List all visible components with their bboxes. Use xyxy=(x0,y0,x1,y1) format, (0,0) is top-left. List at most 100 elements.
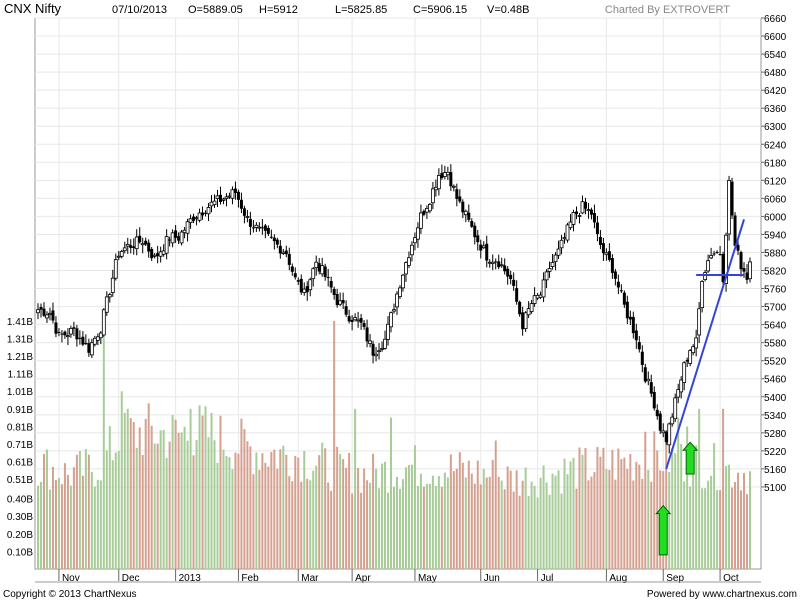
candle-body-down xyxy=(607,251,611,260)
volume-bar xyxy=(632,480,635,569)
candle xyxy=(125,237,130,254)
month-label: Aug xyxy=(609,573,627,584)
volume-bar xyxy=(494,440,497,569)
volume-bar xyxy=(608,470,611,569)
volume-bar xyxy=(524,467,527,569)
candle-body-up xyxy=(697,308,702,336)
candle xyxy=(440,164,444,180)
volume-bar xyxy=(105,450,108,569)
candle xyxy=(568,214,573,230)
candle-body-down xyxy=(293,273,297,278)
volume-bar xyxy=(599,456,602,569)
candle xyxy=(45,311,49,323)
volume-bar xyxy=(464,477,467,569)
volume-bar xyxy=(569,461,572,569)
candle-body-down xyxy=(248,218,252,227)
candle-body-down xyxy=(589,209,593,215)
candle-body-up xyxy=(407,257,411,266)
month-label: Dec xyxy=(122,573,140,584)
candle-body-down xyxy=(332,289,336,295)
candle-body-up xyxy=(224,196,229,200)
volume-tick-label: 0.91B xyxy=(7,405,33,416)
candle-body-down xyxy=(685,359,689,362)
candle-body-up xyxy=(383,338,387,349)
candle xyxy=(248,211,252,235)
candle xyxy=(658,410,662,434)
candle-body-up xyxy=(386,323,390,340)
candle-body-up xyxy=(89,342,94,356)
powered-by-label: Powered by www.chartnexus.com xyxy=(647,589,797,600)
month-label: Sep xyxy=(666,573,684,584)
candle-body-up xyxy=(45,314,49,319)
volume-bar xyxy=(183,426,186,569)
candle xyxy=(389,311,393,333)
volume-bar xyxy=(557,470,560,569)
candle xyxy=(204,210,208,217)
candle-body-up xyxy=(209,201,214,207)
candle xyxy=(263,224,267,239)
volume-bar xyxy=(413,445,416,569)
volume-bar xyxy=(563,458,566,569)
candle-body-down xyxy=(476,235,480,243)
candle-body-down xyxy=(362,322,366,327)
candle xyxy=(715,250,719,254)
candle xyxy=(730,177,734,219)
candle-body-down xyxy=(156,253,160,257)
volume-bar xyxy=(66,474,69,569)
candle-body-up xyxy=(107,294,112,298)
candle xyxy=(398,285,402,299)
candle xyxy=(272,234,276,250)
candle-body-down xyxy=(63,331,67,336)
candle xyxy=(150,247,154,261)
volume-bar xyxy=(144,418,147,569)
volume-bar xyxy=(129,418,132,569)
candle xyxy=(494,258,498,270)
candle xyxy=(682,361,687,391)
candle xyxy=(712,250,716,257)
candle xyxy=(278,240,282,259)
candle-body-up xyxy=(353,317,358,321)
volume-bar xyxy=(539,477,542,569)
candle xyxy=(670,413,675,427)
candle-body-up xyxy=(161,250,166,255)
candle-body-up xyxy=(119,251,124,257)
symbol-label: CNX Nifty xyxy=(4,1,62,16)
candle-body-down xyxy=(84,342,88,344)
volume-bar xyxy=(246,441,249,569)
volume-bar xyxy=(78,450,81,569)
volume-tick-label: 1.11B xyxy=(8,370,34,381)
candle xyxy=(497,254,501,270)
candle-body-down xyxy=(658,413,662,431)
volume-tick-label: 1.01B xyxy=(7,387,33,398)
candle xyxy=(365,319,369,348)
candle-body-down xyxy=(326,276,330,279)
candle xyxy=(87,338,91,357)
volume-bar xyxy=(443,472,446,569)
candle-body-down xyxy=(329,281,333,288)
volume-bar xyxy=(647,470,650,569)
volume-bar xyxy=(677,417,680,569)
candle-body-down xyxy=(296,280,300,282)
candle xyxy=(107,292,112,303)
volume-bar xyxy=(339,454,342,569)
volume-bar xyxy=(96,479,99,569)
candle-body-down xyxy=(634,330,638,341)
candle-body-down xyxy=(129,245,133,248)
candle-body-up xyxy=(709,255,714,259)
low-label: L=5825.85 xyxy=(335,4,387,16)
candle-body-up xyxy=(245,216,250,218)
volume-bar xyxy=(482,469,485,569)
candle xyxy=(392,303,396,314)
candle-body-down xyxy=(39,307,43,310)
volume-tick-label: 0.71B xyxy=(7,440,33,451)
volume-bar xyxy=(476,460,479,569)
candle-body-down xyxy=(147,242,151,252)
candle xyxy=(335,288,339,308)
volume-bar xyxy=(470,473,473,569)
candle-body-up xyxy=(682,362,687,383)
candle-body-down xyxy=(305,286,309,293)
candle xyxy=(625,295,629,325)
volume-bar xyxy=(321,442,324,569)
candle-body-down xyxy=(470,221,474,227)
